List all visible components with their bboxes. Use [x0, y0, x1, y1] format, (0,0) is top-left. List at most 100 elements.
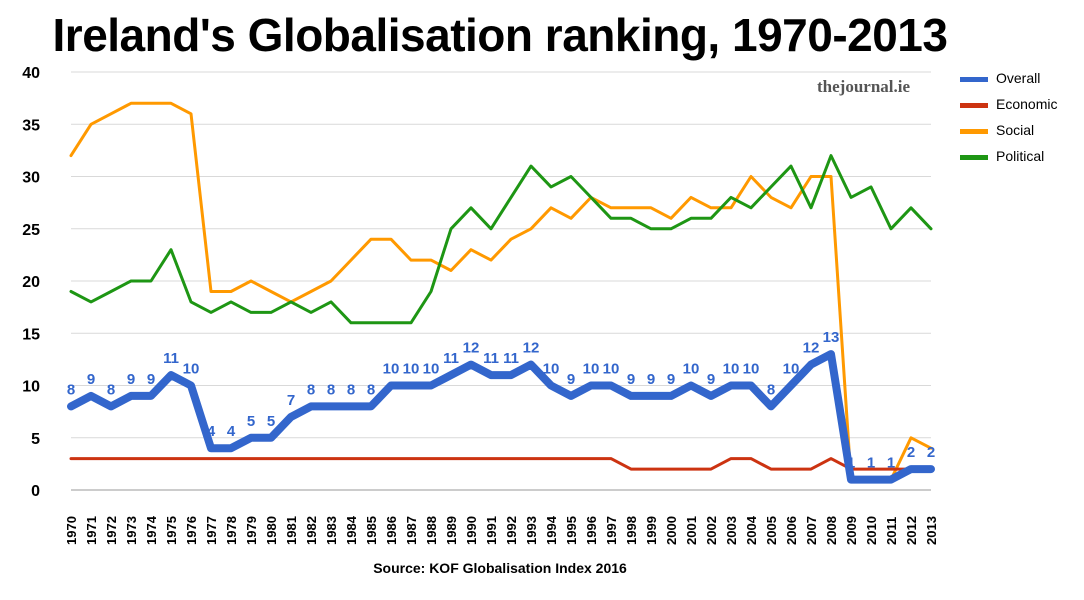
x-tick-label: 1995 [564, 516, 579, 545]
x-tick-label: 1982 [304, 516, 319, 545]
data-label: 8 [327, 381, 335, 398]
data-label: 11 [163, 350, 179, 367]
data-label: 11 [483, 350, 499, 367]
series-line-economic [69, 457, 933, 471]
x-tick-label: 1973 [124, 516, 139, 545]
data-label: 10 [723, 361, 740, 378]
y-tick-label: 10 [22, 379, 40, 396]
data-label: 9 [647, 371, 655, 388]
data-label: 5 [267, 413, 275, 430]
y-tick-label: 20 [22, 274, 40, 291]
data-label: 12 [463, 340, 480, 357]
data-label: 8 [307, 381, 315, 398]
x-tick-label: 2007 [804, 516, 819, 545]
series-line-social [69, 101, 933, 482]
data-label: 4 [207, 423, 216, 440]
data-label: 1 [847, 455, 855, 472]
x-tick-label: 2008 [824, 516, 839, 545]
y-tick-label: 35 [22, 117, 40, 134]
data-label: 8 [367, 381, 375, 398]
data-label: 9 [87, 371, 95, 388]
watermark-logo: thejournal.ie [817, 77, 911, 96]
x-tick-label: 1994 [544, 515, 559, 545]
x-tick-label: 2004 [744, 515, 759, 545]
x-tick-label: 2010 [864, 516, 879, 545]
chart-title: Ireland's Globalisation ranking, 1970-20… [52, 9, 948, 61]
x-tick-label: 2011 [884, 517, 899, 545]
data-label: 9 [667, 371, 675, 388]
data-label: 9 [707, 371, 715, 388]
x-tick-label: 1990 [464, 516, 479, 545]
y-tick-label: 15 [22, 326, 40, 343]
legend-swatch-political [960, 155, 988, 160]
data-label: 8 [767, 381, 775, 398]
x-tick-label: 1991 [484, 516, 499, 545]
legend-label-political: Political [996, 148, 1045, 164]
data-label: 7 [287, 392, 295, 409]
x-tick-label: 2006 [784, 516, 799, 545]
legend-swatch-social [960, 129, 988, 134]
data-label: 12 [803, 340, 820, 357]
x-tick-label: 2002 [704, 516, 719, 545]
x-tick-label: 1999 [644, 516, 659, 545]
data-label: 9 [627, 371, 635, 388]
data-label: 1 [887, 455, 895, 472]
x-tick-label: 2003 [724, 516, 739, 545]
x-tick-label: 1996 [584, 516, 599, 545]
data-label: 1 [867, 455, 875, 472]
x-tick-label: 1970 [64, 516, 79, 545]
x-tick-label: 1989 [444, 516, 459, 545]
x-tick-label: 1997 [604, 516, 619, 545]
data-label: 10 [603, 361, 620, 378]
x-tick-label: 1987 [404, 516, 419, 545]
data-label: 10 [383, 361, 400, 378]
x-tick-label: 1975 [164, 516, 179, 545]
data-label: 8 [107, 381, 115, 398]
data-label: 11 [443, 350, 459, 367]
x-tick-label: 1993 [524, 516, 539, 545]
data-label: 11 [503, 350, 519, 367]
data-label: 10 [743, 361, 760, 378]
legend-swatch-overall [960, 77, 988, 82]
x-tick-label: 1974 [144, 515, 159, 545]
x-tick-label: 1984 [344, 515, 359, 545]
data-label: 8 [347, 381, 355, 398]
x-tick-label: 1983 [324, 516, 339, 545]
x-tick-label: 1988 [424, 516, 439, 545]
data-label: 10 [543, 361, 560, 378]
data-label: 13 [823, 329, 840, 346]
x-tick-label: 1972 [104, 516, 119, 545]
data-label: 9 [127, 371, 135, 388]
x-tick-label: 2001 [684, 516, 699, 545]
x-tick-label: 1992 [504, 516, 519, 545]
x-tick-label: 2009 [844, 516, 859, 545]
data-label: 12 [523, 340, 540, 357]
data-label: 10 [583, 361, 600, 378]
x-tick-label: 1986 [384, 516, 399, 545]
x-tick-label: 1998 [624, 516, 639, 545]
x-tick-label: 2000 [664, 516, 679, 545]
x-tick-label: 2012 [904, 516, 919, 545]
y-tick-label: 25 [22, 222, 40, 239]
data-label: 8 [67, 381, 75, 398]
series-line-overall [67, 350, 935, 484]
y-tick-label: 5 [31, 431, 40, 448]
source-note: Source: KOF Globalisation Index 2016 [373, 560, 627, 576]
legend-label-social: Social [996, 122, 1035, 138]
data-label: 9 [567, 371, 575, 388]
y-tick-label: 30 [22, 170, 40, 187]
x-tick-label: 1971 [84, 516, 99, 545]
legend-label-overall: Overall [996, 70, 1041, 86]
data-label: 10 [423, 361, 440, 378]
x-tick-label: 2005 [764, 516, 779, 545]
legend-swatch-economic [960, 103, 988, 108]
data-label: 10 [683, 361, 700, 378]
legend-label-economic: Economic [996, 96, 1058, 112]
x-tick-label: 1979 [244, 516, 259, 545]
data-label: 9 [147, 371, 155, 388]
data-label: 10 [403, 361, 420, 378]
data-label: 5 [247, 413, 255, 430]
x-tick-label: 1977 [204, 516, 219, 545]
data-label: 10 [183, 361, 200, 378]
